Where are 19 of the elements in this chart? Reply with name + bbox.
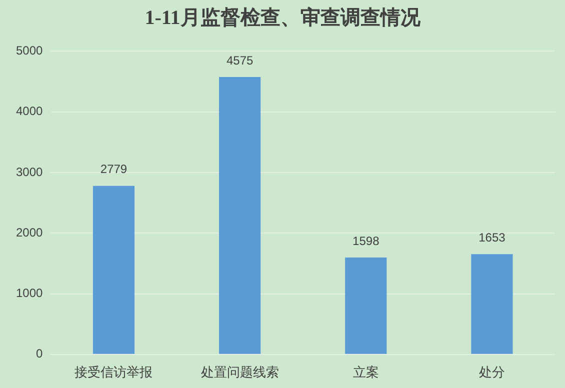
y-tick-label: 5000 — [16, 44, 44, 58]
x-tick-label: 处分 — [478, 364, 505, 380]
y-tick-label: 1000 — [16, 286, 44, 300]
data-label: 4575 — [226, 53, 254, 68]
y-tick-label: 3000 — [16, 164, 44, 179]
y-tick-label: 4000 — [16, 104, 44, 118]
x-tick-label: 接受信访举报 — [74, 364, 153, 380]
bar — [92, 186, 135, 354]
y-tick-label: 0 — [36, 346, 44, 361]
bar — [345, 258, 387, 354]
x-tick-label: 立案 — [352, 364, 379, 380]
y-tick-label: 2000 — [16, 225, 44, 240]
data-label: 2779 — [100, 162, 128, 176]
bar — [219, 76, 261, 354]
chart-title: 1-11月监督检查、审查调查情况 — [144, 6, 422, 31]
bar — [471, 254, 513, 354]
data-label: 1598 — [352, 234, 380, 248]
x-tick-label: 处置问题线索 — [200, 364, 279, 380]
data-label: 1653 — [478, 230, 506, 244]
